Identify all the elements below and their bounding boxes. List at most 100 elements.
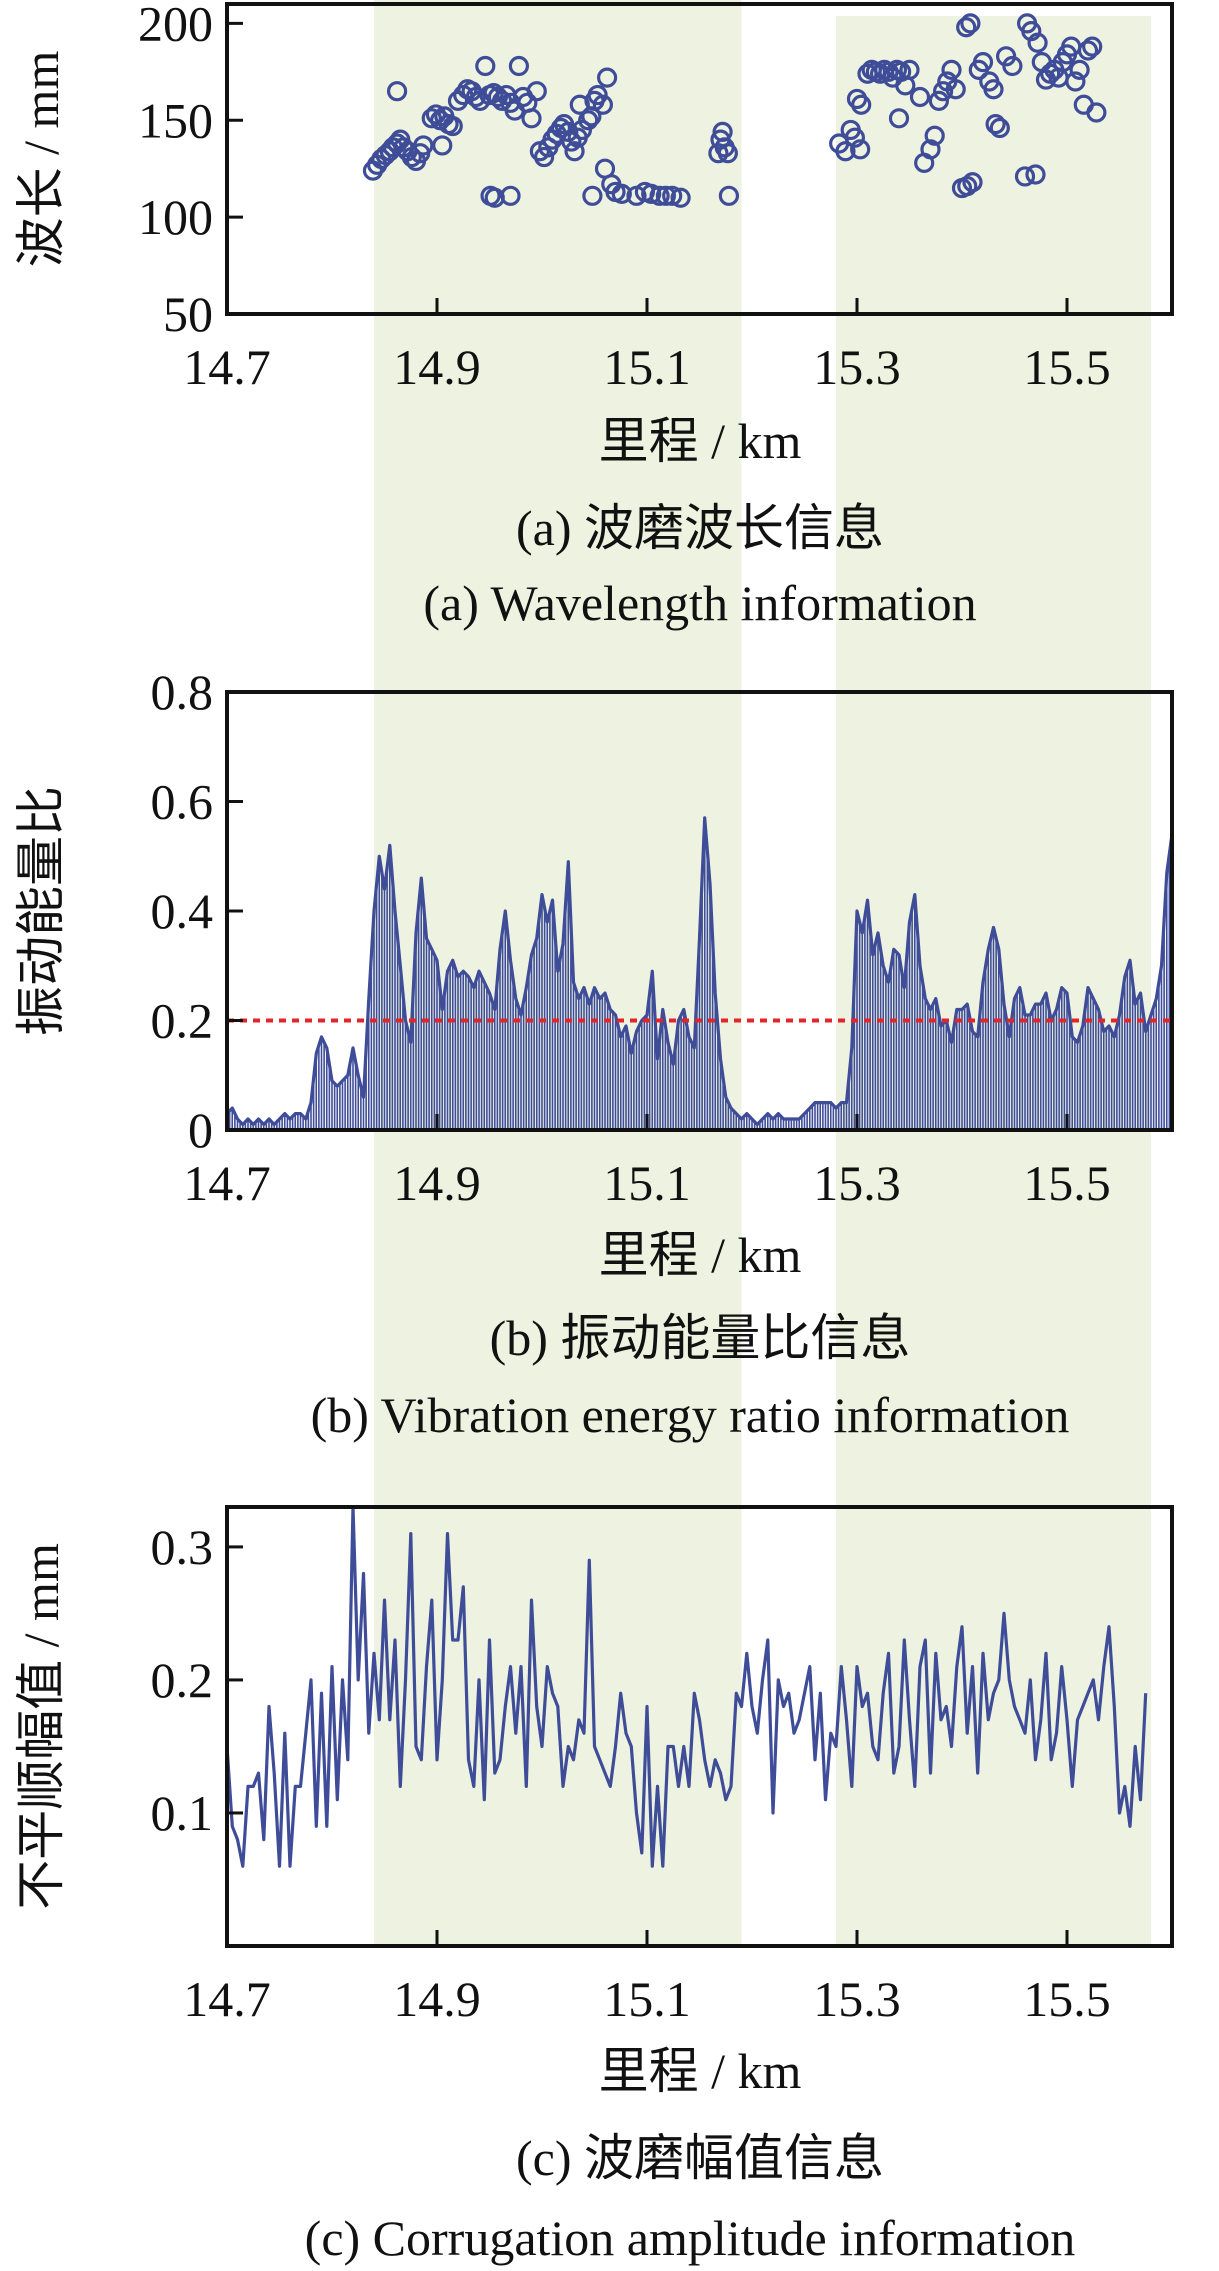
scatter-point xyxy=(928,90,950,111)
scatter-point xyxy=(413,135,434,156)
scatter-point xyxy=(526,81,547,102)
scatter-point xyxy=(592,94,614,115)
scatter-point xyxy=(835,141,856,162)
scatter-point xyxy=(932,81,954,102)
x-tick-label: 14.7 xyxy=(183,339,271,395)
scatter-point xyxy=(972,52,994,73)
scatter-point xyxy=(1002,55,1023,77)
scatter-point xyxy=(421,108,442,129)
scatter-point xyxy=(850,139,871,160)
scatter-point xyxy=(670,187,691,208)
x-tick-label: 15.1 xyxy=(603,339,691,395)
series-line xyxy=(227,816,1172,1127)
y-tick-label: 0.4 xyxy=(151,883,214,939)
scatter-point xyxy=(945,79,966,100)
y-axis-title: 振动能量比 xyxy=(13,786,69,1036)
axes-frame xyxy=(225,2,1174,316)
scatter-point xyxy=(442,115,463,137)
y-tick-label: 200 xyxy=(138,0,213,51)
x-tick-label: 15.3 xyxy=(813,1971,901,2027)
x-tick-label: 15.5 xyxy=(1023,1155,1111,1211)
axes-frame xyxy=(225,690,1174,1132)
amplitude-series xyxy=(227,1507,1148,1868)
scatter-point xyxy=(924,125,945,146)
plot-frame xyxy=(225,2,1174,316)
scatter-point xyxy=(582,185,603,206)
y-axis-title: 不平顺幅值 / mm xyxy=(13,1543,69,1910)
scatter-point xyxy=(888,108,910,129)
panel-wavelength: 14.7 14.9 15.1 15.3 15.5 50 100 150 200 里程 / km… xyxy=(13,0,1174,631)
energy-ratio-series xyxy=(227,816,1172,1130)
x-tick-label: 14.9 xyxy=(393,1155,481,1211)
scatter-point xyxy=(475,55,496,77)
scatter-point xyxy=(985,114,1006,135)
caption-chinese: (b) 振动能量比信息 xyxy=(490,1310,911,1366)
scatter-point xyxy=(521,108,542,129)
x-tick-label: 15.5 xyxy=(1023,1971,1111,2027)
caption-chinese: (c) 波磨幅值信息 xyxy=(516,2130,884,2186)
scatter-point xyxy=(564,141,585,162)
x-tick-labels: 14.7 14.9 15.1 15.3 15.5 xyxy=(183,1155,1111,1211)
scatter-point xyxy=(1014,166,1036,187)
x-tick-label: 14.7 xyxy=(183,1155,271,1211)
scatter-point xyxy=(920,139,941,160)
x-axis-title: 里程 / km xyxy=(599,1227,802,1283)
scatter-point xyxy=(1025,164,1046,185)
scatter-point xyxy=(1065,71,1086,92)
caption-english: (c) Corrugation amplitude information xyxy=(305,2210,1076,2266)
scatter-point xyxy=(962,172,983,193)
panel-vibration-energy-ratio: 14.7 14.9 15.1 15.3 15.5 0 0.2 0.4 0.6 0.8 里程 / … xyxy=(13,664,1174,1443)
x-tick-label: 15.1 xyxy=(603,1155,691,1211)
scatter-point xyxy=(844,127,866,148)
scatter-point xyxy=(1086,102,1107,123)
scatter-point xyxy=(956,17,977,38)
scatter-point xyxy=(909,86,931,108)
y-tick-label: 100 xyxy=(138,189,213,245)
x-tick-label: 15.1 xyxy=(603,1971,691,2027)
y-tick-labels: 0 0.2 0.4 0.6 0.8 xyxy=(151,664,214,1158)
caption-english: (b) Vibration energy ratio information xyxy=(311,1387,1070,1443)
scatter-point xyxy=(465,86,486,108)
x-tick-label: 15.3 xyxy=(813,1155,901,1211)
plot-frame xyxy=(225,1505,1174,1948)
panel-corrugation-amplitude: 14.7 14.9 15.1 15.3 15.5 0.1 0.2 0.3 里程 / km 不… xyxy=(13,1505,1174,2266)
scatter-point xyxy=(890,61,912,82)
y-tick-label: 150 xyxy=(138,92,213,148)
scatter-point xyxy=(851,94,872,115)
scatter-point xyxy=(655,185,677,206)
scatter-point xyxy=(611,183,632,204)
x-tick-label: 14.9 xyxy=(393,339,481,395)
scatter-point xyxy=(941,59,962,80)
scatter-point xyxy=(899,59,920,80)
y-tick-label: 0.2 xyxy=(151,993,214,1049)
y-axis-title: 波长 / mm xyxy=(13,51,69,268)
axes-frame xyxy=(225,1505,1174,1948)
scatter-point xyxy=(662,185,683,206)
y-tick-label: 0.8 xyxy=(151,664,214,720)
x-tick-labels: 14.7 14.9 15.1 15.3 15.5 xyxy=(183,1971,1111,2027)
x-tick-labels: 14.7 14.9 15.1 15.3 15.5 xyxy=(183,339,1111,395)
scatter-point xyxy=(387,81,408,102)
scatter-point xyxy=(1077,40,1099,61)
scatter-point xyxy=(649,185,670,206)
x-tick-label: 15.3 xyxy=(813,339,901,395)
scatter-points xyxy=(362,13,1107,208)
caption-chinese: (a) 波磨波长信息 xyxy=(516,500,884,556)
y-tick-label: 0.6 xyxy=(151,774,214,830)
y-tick-label: 0.2 xyxy=(151,1652,214,1708)
series-line xyxy=(227,1507,1148,1868)
scatter-point xyxy=(708,143,729,164)
x-tick-label: 14.9 xyxy=(393,1971,481,2027)
caption-english: (a) Wavelength information xyxy=(423,575,976,631)
scatter-point xyxy=(960,13,981,34)
x-tick-label: 14.7 xyxy=(183,1971,271,2027)
y-tick-label: 50 xyxy=(163,286,213,342)
scatter-point xyxy=(587,84,608,106)
scatter-point xyxy=(533,146,555,168)
scatter-point xyxy=(1027,32,1048,53)
y-tick-label: 0.1 xyxy=(151,1785,214,1841)
x-tick-label: 15.5 xyxy=(1023,339,1111,395)
scatter-point xyxy=(641,183,662,204)
x-axis-title: 里程 / km xyxy=(599,413,802,469)
